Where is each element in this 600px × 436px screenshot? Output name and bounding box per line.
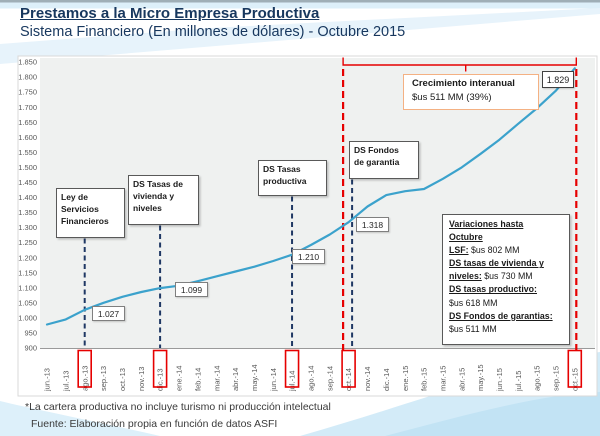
data-label-1099: 1.099: [175, 282, 208, 297]
x-tick-label: mar.-15: [438, 366, 447, 391]
x-tick-label: oct.-13: [118, 368, 127, 391]
growth-callout-title: Crecimiento interanual: [412, 78, 515, 89]
x-tick-label: ago.-15: [533, 366, 542, 391]
y-tick-label: 1.400: [18, 193, 37, 202]
y-tick-label: 1.000: [18, 313, 37, 322]
variations-line: niveles: $us 730 MM: [449, 271, 533, 282]
variations-line: DS tasas productivo:: [449, 284, 537, 295]
x-tick-label: sep.-13: [99, 366, 108, 391]
event-box-ds-tasas-vivienda: DS Tasas de vivienda y niveles: [128, 175, 199, 225]
comparison-bracket: [342, 57, 577, 72]
x-tick-label: may.-15: [476, 364, 485, 391]
bottom-left-wave: [0, 401, 160, 436]
x-tick-label: abr.-15: [457, 368, 466, 391]
event-box-ley-servicios: Ley de Servicios Financieros: [56, 188, 125, 238]
top-diagonal-band: [0, 8, 600, 64]
y-tick-label: 1.300: [18, 223, 37, 232]
variations-line: $us 618 MM: [449, 297, 498, 308]
y-tick-label: 1.450: [18, 178, 37, 187]
x-tick-label: ago.-13: [80, 366, 89, 391]
y-tick-label: 1.800: [18, 73, 37, 82]
x-tick-label: jun.-13: [43, 368, 52, 392]
x-tick-label: ene.-15: [401, 366, 410, 391]
x-tick-label: jul.-14: [288, 371, 297, 392]
highlighted-x-label-box: [567, 349, 583, 388]
x-tick-label: feb.-14: [193, 368, 202, 391]
x-tick-label: nov.-13: [137, 367, 146, 391]
y-tick-label: 1.250: [18, 238, 37, 247]
x-tick-label: jul.-15: [514, 371, 523, 392]
highlighted-x-label-box: [341, 349, 356, 388]
y-tick-label: 1.650: [18, 118, 37, 127]
bottom-right-wave-inner: [385, 392, 600, 436]
source-note: Fuente: Elaboración propia en función de…: [31, 418, 278, 430]
y-tick-label: 1.750: [18, 88, 37, 97]
x-tick-label: dic.-14: [382, 368, 391, 391]
top-gray-strip: [0, 0, 600, 3]
y-tick-label: 1.100: [18, 283, 37, 292]
growth-callout: Crecimiento interanual $us 511 MM (39%): [403, 74, 539, 110]
x-tick-label: jun.-15: [495, 368, 504, 392]
event-box-ds-fondos-garantia: DS Fondos de garantia: [349, 141, 419, 179]
x-tick-label: oct.-15: [570, 368, 579, 391]
y-tick-label: 950: [24, 329, 37, 338]
top-blue-band: [0, 2, 600, 9]
data-label-1318: 1.318: [356, 217, 389, 232]
footnote: *La cartera productiva no incluye turism…: [25, 401, 331, 413]
y-tick-label: 1.600: [18, 133, 37, 142]
data-label-1210: 1.210: [292, 249, 325, 264]
x-tick-label: jun.-14: [269, 368, 278, 392]
series-line: [45, 67, 576, 326]
page-title: Prestamos a la Micro Empresa Productiva: [20, 5, 320, 22]
x-tick-label: jul.-13: [61, 371, 70, 392]
x-tick-label: nov.-14: [363, 367, 372, 391]
x-tick-label: sep.-14: [325, 366, 334, 391]
variations-line: DS tasas de vivienda y: [449, 258, 544, 269]
y-tick-label: 1.350: [18, 208, 37, 217]
y-tick-label: 1.050: [18, 298, 37, 307]
data-label-1027: 1.027: [92, 306, 125, 321]
page-subtitle: Sistema Financiero (En millones de dólar…: [20, 24, 406, 40]
y-tick-label: 1.850: [18, 58, 37, 67]
x-tick-label: dic.-13: [156, 368, 165, 391]
y-tick-label: 1.550: [18, 148, 37, 157]
variations-summary-box: Variaciones hasta Octubre LSF: $us 802 M…: [442, 214, 570, 345]
x-tick-label: feb.-15: [420, 368, 429, 391]
variations-line: LSF: $us 802 MM: [449, 245, 520, 256]
x-tick-label: ene.-14: [175, 366, 184, 391]
x-tick-label: ago.-14: [307, 366, 316, 391]
x-tick-label: abr.-14: [231, 368, 240, 391]
x-tick-label: sep.-15: [552, 366, 561, 391]
data-label-1829: 1.829: [542, 71, 574, 88]
growth-callout-value: $us 511 MM (39%): [412, 91, 492, 103]
y-tick-label: 1.700: [18, 103, 37, 112]
highlighted-x-label-box: [284, 349, 300, 388]
x-tick-label: oct.-14: [344, 368, 353, 391]
y-tick-label: 900: [24, 344, 37, 353]
x-tick-label: mar.-14: [212, 366, 221, 391]
y-tick-label: 1.150: [18, 268, 37, 277]
highlighted-x-label-box: [77, 349, 92, 388]
variations-line: Variaciones hasta: [449, 219, 524, 229]
event-box-ds-tasas-productiva: DS Tasas productiva: [258, 160, 327, 196]
highlighted-x-label-box: [152, 349, 168, 388]
variations-line: Octubre: [449, 232, 483, 243]
x-tick-label: may.-14: [250, 364, 259, 391]
y-tick-label: 1.200: [18, 253, 37, 262]
variations-line: DS Fondos de garantias:: [449, 310, 553, 321]
variations-line: $us 511 MM: [449, 323, 497, 334]
y-tick-label: 1.500: [18, 163, 37, 172]
